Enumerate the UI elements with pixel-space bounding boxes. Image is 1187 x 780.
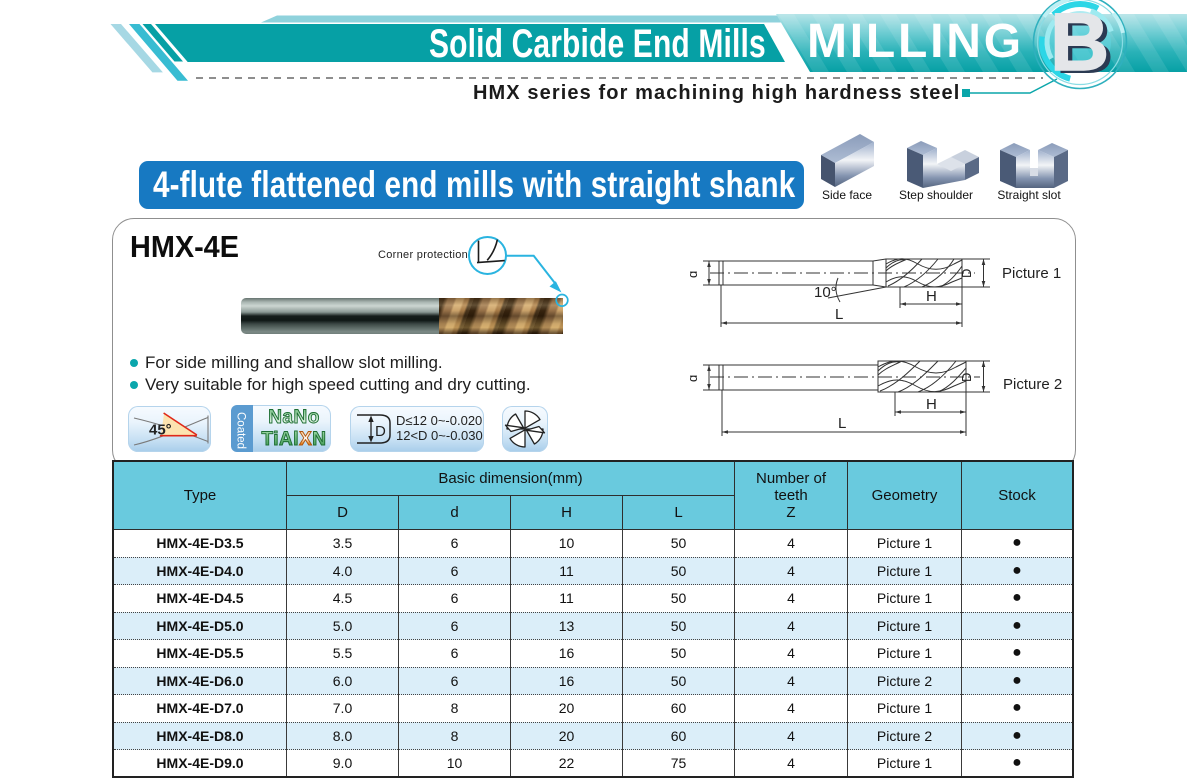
- svg-text:d: d: [690, 271, 700, 278]
- svg-text:45°: 45°: [149, 422, 172, 439]
- svg-text:10°: 10°: [814, 284, 837, 301]
- svg-text:H: H: [926, 288, 937, 305]
- svg-text:D≤12 0~-0.020: D≤12 0~-0.020: [396, 413, 482, 428]
- svg-text:L: L: [838, 415, 846, 432]
- svg-text:H: H: [926, 396, 937, 413]
- svg-text:D: D: [375, 423, 386, 440]
- svg-text:Picture 2: Picture 2: [1003, 376, 1062, 393]
- svg-text:d: d: [690, 375, 700, 382]
- svg-text:D: D: [959, 269, 974, 278]
- svg-text:L: L: [835, 306, 843, 323]
- svg-text:Picture 1: Picture 1: [1002, 265, 1061, 282]
- svg-text:Coated: Coated: [235, 412, 247, 449]
- svg-text:D: D: [959, 373, 974, 382]
- svg-text:12<D 0~-0.030: 12<D 0~-0.030: [396, 428, 483, 443]
